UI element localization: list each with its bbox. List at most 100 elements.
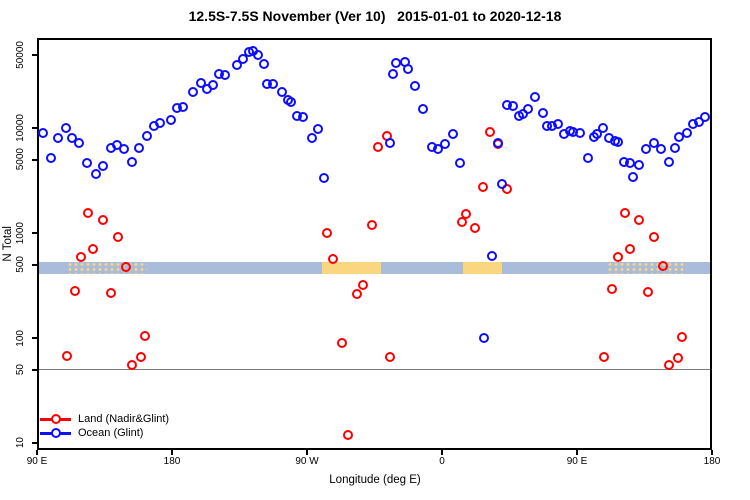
ocean-point [141,130,152,141]
land-point [672,352,683,363]
land-point [98,214,108,225]
surface-band-land [322,261,381,274]
surface-band-land [463,261,502,274]
land-point [648,231,659,242]
ocean-point [258,58,269,69]
ocean-point [177,101,188,112]
land-point [620,208,630,218]
ocean-point [492,137,503,148]
ocean-point [237,53,248,64]
ocean-point [306,133,317,144]
ocean-point [612,136,623,147]
ocean-point [126,156,137,167]
ocean-point [231,59,242,70]
chart-title: 12.5S-7.5S November (Ver 10) 2015-01-01 … [188,8,562,24]
x-tick-label: 90 E [566,456,588,467]
x-tick-label: 0 [439,456,445,467]
ocean-point [252,50,263,61]
land-point [366,219,377,230]
land-point [69,286,80,297]
ocean-point [387,69,398,80]
ocean-point [440,138,450,149]
ocean-point [597,123,608,133]
land-point [75,252,86,263]
ocean-point [318,172,329,183]
legend-entry-land: Land (Nadir&Glint) [40,412,169,426]
land-point [321,228,332,238]
ocean-point [155,117,165,128]
surface-band-ocean [686,261,712,274]
reference-line-50 [37,368,712,371]
land-point [477,181,488,192]
land-point [657,260,668,271]
ocean-point [486,250,497,261]
land-point [120,261,131,272]
surface-band-ocean [146,261,322,274]
x-tick-mark [576,450,578,455]
ocean-point [60,123,71,133]
ocean-point [447,128,458,139]
legend-label-land: Land (Nadir&Glint) [78,413,170,425]
ocean-point [402,63,413,74]
land-point [336,338,347,349]
ocean-point [530,91,540,102]
legend-label-ocean: Ocean (Glint) [78,427,144,439]
ocean-point [699,112,710,123]
ocean-point [195,77,206,88]
y-tick-mark [32,442,37,444]
ocean-point [134,142,144,153]
land-point [351,289,362,300]
ocean-point [582,152,593,163]
y-tick-label: 5000 [14,148,26,171]
land-point [135,351,146,362]
y-tick-mark [32,158,37,161]
y-tick-label: 10 [14,437,26,449]
ocean-point [641,144,651,155]
ocean-circle-icon [50,428,61,438]
x-tick-mark [306,450,308,455]
ocean-point [479,333,489,343]
ocean-point [297,112,308,123]
ocean-marker-icon [40,426,71,440]
land-point [612,252,623,263]
ocean-point [90,168,101,179]
ocean-point [432,144,443,155]
ocean-point [669,142,680,153]
land-point [461,208,471,219]
ocean-point [188,87,198,98]
ocean-point [591,128,602,139]
land-point [470,222,480,233]
land-point [633,214,644,225]
land-point [372,141,383,152]
ocean-point [417,103,428,114]
ocean-point [507,101,518,111]
land-circle-icon [50,414,61,424]
land-point [140,330,150,341]
land-point [105,287,116,298]
y-tick-label: 50000 [14,40,26,69]
ocean-point [267,78,278,89]
land-point [327,254,338,265]
ocean-point [53,133,63,144]
x-tick-label: 90 W [295,456,319,467]
land-point [624,244,635,255]
ocean-point [165,114,176,125]
ocean-point [45,152,56,163]
ocean-point [522,103,533,114]
x-axis-label: Longitude (deg E) [329,474,421,486]
ocean-point [681,127,692,138]
ocean-point [663,156,674,167]
y-tick-mark [32,232,37,234]
land-point [62,350,72,361]
land-point [642,286,653,297]
y-tick-label: 500 [14,256,26,273]
ocean-point [207,79,218,90]
x-tick-mark [36,450,38,455]
land-point [456,217,467,228]
ocean-point [98,160,108,171]
x-tick-mark [711,450,713,455]
ocean-point [455,157,465,168]
